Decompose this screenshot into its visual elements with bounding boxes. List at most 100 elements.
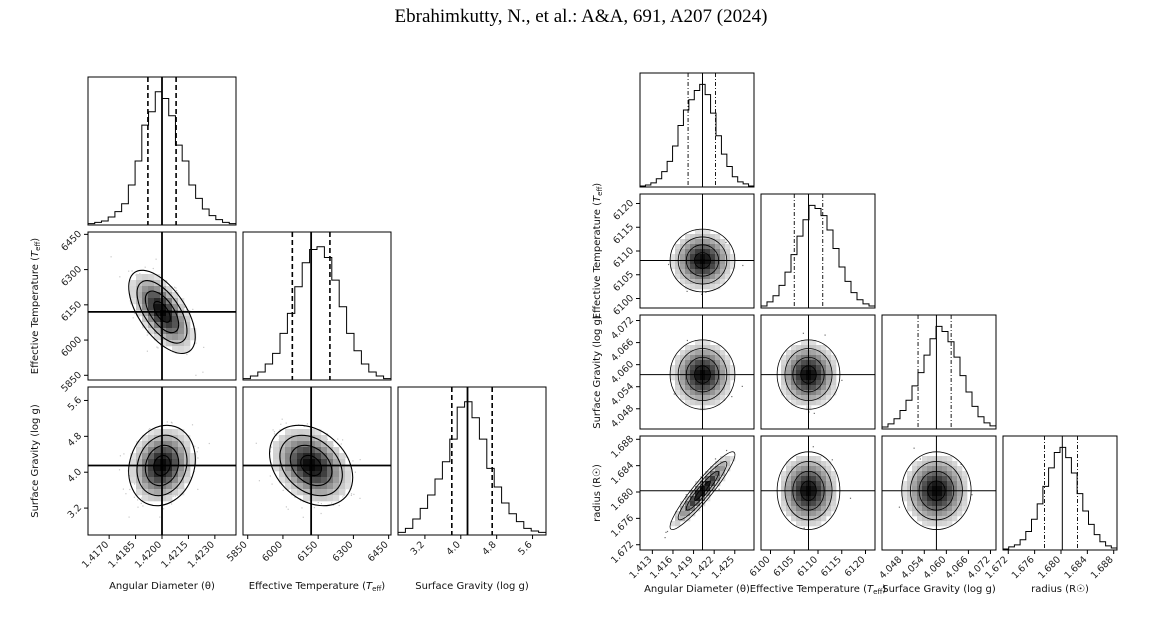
y-tick-label: 4.066 — [609, 337, 636, 364]
histogram-theta — [639, 83, 755, 187]
x-tick-label: 4.0 — [444, 539, 462, 557]
panel-frame — [87, 231, 237, 381]
x-tick-label: 5.6 — [516, 539, 534, 557]
panel-frame — [760, 314, 876, 430]
panel-frame — [639, 314, 755, 430]
y-tick-label: 6450 — [59, 229, 84, 254]
y-tick-label: 4.054 — [609, 381, 636, 408]
left-panel-logg-teff: 5850 6000 6150 6300 6450 Effective Temperatur… — [225, 386, 392, 593]
x-axis-label-theta: Angular Diameter (θ) — [644, 584, 750, 595]
y-tick-label: 1.688 — [609, 434, 636, 461]
y-axis-label-teff: Effective Temperature (Teff) — [30, 238, 42, 374]
corner-plot-left: 5850 6000 6150 6300 6450 Effective Temperatur… — [30, 76, 547, 593]
contour-level-2 — [144, 444, 180, 487]
x-tick-label: 6300 — [331, 539, 356, 564]
y-tick-label: 6300 — [59, 264, 84, 289]
y-tick-label: 3.2 — [66, 502, 84, 520]
x-tick-label: 4.060 — [921, 554, 948, 581]
y-tick-label: 6105 — [611, 269, 636, 294]
x-tick-label: 4.8 — [480, 539, 498, 557]
x-tick-label: 6000 — [260, 539, 285, 564]
contour-level-4 — [128, 269, 196, 355]
contour-level-2 — [289, 444, 333, 487]
contour-level-2 — [144, 290, 180, 334]
y-tick-label: 5850 — [59, 370, 84, 395]
x-tick-label: 1.4170 — [80, 539, 111, 570]
x-axis-label-radius: radius (R☉) — [1031, 584, 1089, 595]
y-tick-label: 6115 — [611, 222, 636, 247]
y-tick-label: 6120 — [611, 198, 636, 223]
histogram-logg — [881, 325, 997, 429]
contour-level-3 — [279, 434, 343, 497]
panel-frame — [639, 435, 755, 551]
contour-level-4 — [128, 424, 196, 507]
y-tick-label: 6150 — [59, 299, 84, 324]
histogram-teff — [242, 246, 392, 380]
left-panel-theta-theta — [87, 76, 237, 226]
panel-frame — [760, 193, 876, 309]
y-tick-label: 1.676 — [609, 513, 636, 540]
panel-frame — [87, 76, 237, 226]
panel-frame — [639, 72, 755, 188]
y-tick-label: 1.672 — [609, 539, 636, 566]
y-axis-label-logg: Surface Gravity (log g) — [30, 404, 41, 518]
right-panel-teff-teff — [760, 193, 876, 309]
x-tick-label: 6150 — [295, 539, 320, 564]
x-axis-label-logg: Surface Gravity (log g) — [882, 584, 996, 595]
x-tick-label: 5850 — [225, 539, 250, 564]
x-tick-label: 1.680 — [1036, 554, 1063, 581]
x-tick-label: 3.2 — [409, 539, 427, 557]
y-tick-label: 4.060 — [609, 359, 636, 386]
x-tick-label: 4.048 — [877, 554, 904, 581]
y-tick-label: 1.684 — [609, 460, 636, 487]
left-panel-logg-logg: 3.2 4.0 4.8 5.6 Surface Gravity (log g) — [397, 386, 547, 592]
y-axis-label-teff: Effective Temperature (Teff) — [592, 183, 604, 319]
contour-level-1 — [153, 454, 171, 477]
y-tick-label: 4.0 — [66, 467, 84, 485]
panel-frame — [397, 386, 547, 536]
histogram-logg — [397, 401, 547, 535]
x-tick-label: 1.4185 — [106, 539, 137, 570]
y-tick-label: 4.8 — [66, 431, 84, 449]
x-axis-label-theta: Angular Diameter (θ) — [109, 581, 215, 592]
right-panel-theta-theta — [639, 72, 755, 188]
contour-level-1 — [300, 454, 323, 477]
x-tick-label: 4.054 — [899, 554, 926, 581]
x-tick-label: 4.066 — [944, 554, 971, 581]
contour-level-1 — [693, 480, 711, 501]
panel-frame — [242, 231, 392, 381]
y-tick-label: 6100 — [611, 293, 636, 318]
x-tick-label: 6110 — [795, 554, 820, 579]
y-tick-label: 4.048 — [609, 403, 636, 430]
x-axis-label-teff: Effective Temperature (Teff) — [249, 581, 385, 593]
panel-frame — [1002, 435, 1118, 551]
x-axis-label-teff: Effective Temperature (Teff) — [750, 584, 886, 596]
x-tick-label: 6105 — [771, 554, 796, 579]
y-tick-label: 5.6 — [66, 395, 84, 413]
x-tick-label: 1.4215 — [159, 539, 190, 570]
x-tick-label: 6450 — [366, 539, 391, 564]
panel-frame — [881, 314, 997, 430]
x-tick-label: 1.684 — [1062, 554, 1089, 581]
x-tick-label: 1.425 — [710, 554, 737, 581]
histogram-teff — [760, 204, 876, 308]
y-tick-label: 6110 — [611, 245, 636, 270]
contour-level-3 — [136, 280, 188, 344]
contour-level-3 — [136, 434, 188, 497]
x-tick-label: 1.676 — [1010, 554, 1037, 581]
x-tick-label: 1.688 — [1089, 554, 1116, 581]
x-tick-label: 1.4200 — [133, 539, 164, 570]
contour-level-4 — [268, 424, 354, 507]
y-tick-label: 6000 — [59, 334, 84, 359]
left-panel-teff-teff — [242, 231, 392, 381]
panel-frame — [881, 435, 997, 551]
contour-level-4 — [669, 451, 736, 530]
